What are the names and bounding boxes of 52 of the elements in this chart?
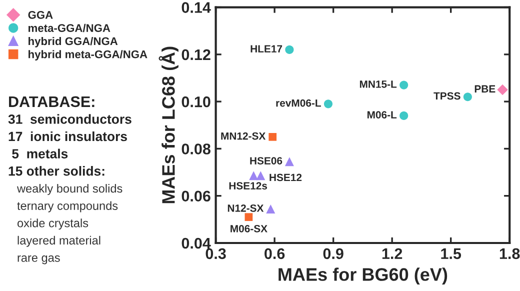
annotation: MN15-L [360, 80, 397, 88]
y-tick-label: 0.06 [182, 190, 210, 202]
annotation: HSE12s [229, 182, 268, 190]
annotation: HSE06 [250, 157, 282, 164]
point [249, 171, 258, 180]
annotation: MN12-SX [221, 132, 266, 140]
text: layered material [18, 236, 100, 247]
annotation: revM06-L [276, 99, 321, 107]
x-tick-label: 0.6 [264, 248, 285, 260]
point [285, 45, 294, 54]
annotation: PBE [474, 85, 496, 92]
point [256, 171, 266, 180]
annotation: HSE12 [270, 174, 302, 182]
y-tick-label: 0.12 [182, 49, 210, 60]
annotation: M06-SX [230, 224, 268, 232]
y-tick-label: 0.14 [182, 2, 211, 13]
x-tick-label: 1.2 [382, 248, 402, 259]
point [244, 213, 253, 221]
y-tick-label: 0.04 [182, 238, 211, 249]
legend-label: hybrid GGA/NGA [28, 36, 118, 48]
point [400, 80, 408, 90]
annotation: N12-SX [228, 204, 264, 212]
legend-label: GGA [28, 10, 53, 19]
x-tick-label: 0.3 [206, 248, 226, 260]
point [324, 100, 333, 108]
point [400, 111, 408, 120]
text: DATABASE: [9, 96, 94, 108]
y-tick-label: 0.10 [182, 96, 210, 108]
annotation: TPSS [434, 92, 460, 100]
text: oxide crystals [17, 218, 88, 230]
point [497, 84, 508, 96]
text: 31 semiconductors [8, 114, 132, 124]
text: ternary compounds [17, 201, 118, 212]
annotation: HLE17 [250, 45, 282, 52]
text: 15 other solids: [8, 166, 104, 176]
x-tick-label: 1.5 [441, 248, 462, 260]
point [463, 92, 472, 102]
x-tick-label: 1.8 [500, 248, 520, 260]
y-tick-label: 0.08 [182, 144, 210, 154]
point [266, 204, 276, 214]
point [268, 132, 277, 141]
text: weakly bound solids [16, 184, 122, 195]
x-axis-title: MAEs for BG60 (eV) [278, 268, 448, 284]
text: 5 metals [12, 148, 68, 158]
x-tick-label: 0.9 [323, 248, 344, 260]
y-axis-title: MAEs for LC68 (Å) [158, 46, 178, 204]
text: rare gas [18, 255, 60, 264]
point [284, 157, 294, 166]
legend-label: meta-GGA/NGA [28, 24, 110, 32]
annotation: M06-L [367, 111, 397, 118]
text: 17 ionic insulators [8, 131, 127, 142]
legend-label: hybrid meta-GGA/NGA [28, 50, 148, 60]
